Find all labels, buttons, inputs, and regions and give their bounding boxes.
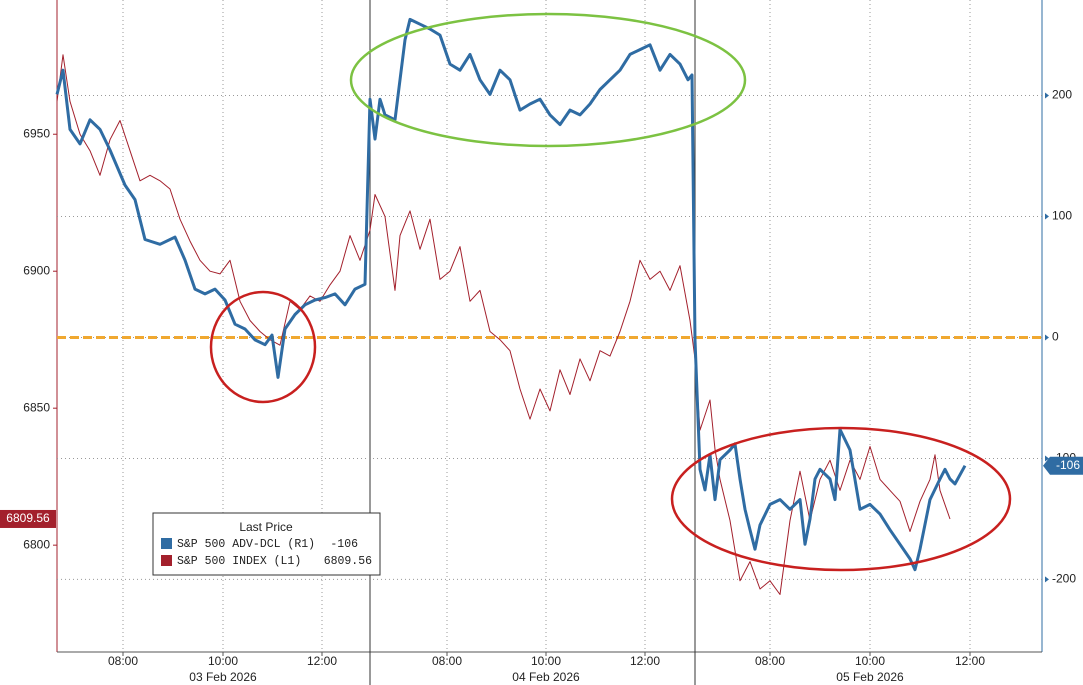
x-tick-label: 08:00 — [432, 654, 462, 668]
last-value-tag — [0, 509, 56, 528]
legend-title: Last Price — [239, 520, 293, 534]
x-tick-label: 08:00 — [108, 654, 138, 668]
y2-tick — [1045, 334, 1049, 341]
annotation-ellipse — [209, 290, 317, 404]
y-tick-label: 6950 — [23, 126, 50, 140]
x-tick-label: 12:00 — [955, 654, 985, 668]
x-tick-label: 10:00 — [208, 654, 238, 668]
annotation-ellipse — [349, 12, 747, 148]
x-date-label: 03 Feb 2026 — [189, 670, 257, 684]
y2-tick — [1045, 213, 1049, 220]
annotation-ellipse — [670, 426, 1012, 572]
x-tick-label: 12:00 — [630, 654, 660, 668]
legend-value: -106 — [330, 538, 358, 551]
legend-value: 6809.56 — [324, 555, 372, 568]
series-line — [56, 54, 951, 595]
series-line — [55, 17, 967, 572]
legend-box — [152, 512, 381, 576]
x-tick-label: 10:00 — [531, 654, 561, 668]
last-value-label: 6809.56 — [6, 511, 50, 525]
x-date-label: 04 Feb 2026 — [512, 670, 580, 684]
legend: Last Price S&P 500 ADV-DCL (R1) -106 S&P… — [152, 512, 381, 576]
y2-tick-label: -200 — [1052, 572, 1076, 586]
x-tick-label: 08:00 — [755, 654, 785, 668]
legend-label: S&P 500 ADV-DCL (R1) — [177, 538, 315, 551]
x-date-label: 05 Feb 2026 — [836, 670, 904, 684]
x-tick-label: 12:00 — [307, 654, 337, 668]
y-tick-label: 6850 — [23, 400, 50, 414]
legend-label: S&P 500 INDEX (L1) — [177, 555, 301, 568]
y2-tick-label: 0 — [1052, 330, 1059, 344]
y2-tick-label: 200 — [1052, 88, 1072, 102]
x-tick-label: 10:00 — [855, 654, 885, 668]
plot — [55, 17, 967, 595]
y2-tick — [1045, 455, 1049, 462]
last-value-label: -106 — [1056, 458, 1080, 472]
y-tick-label: 6800 — [23, 537, 50, 551]
last-value-tag — [1043, 456, 1083, 475]
y2-tick-label: 100 — [1052, 209, 1072, 223]
y2-tick — [1045, 92, 1049, 99]
y2-tick — [1045, 576, 1049, 583]
legend-swatch — [161, 538, 172, 549]
legend-swatch — [161, 555, 172, 566]
y-tick-label: 6900 — [23, 263, 50, 277]
